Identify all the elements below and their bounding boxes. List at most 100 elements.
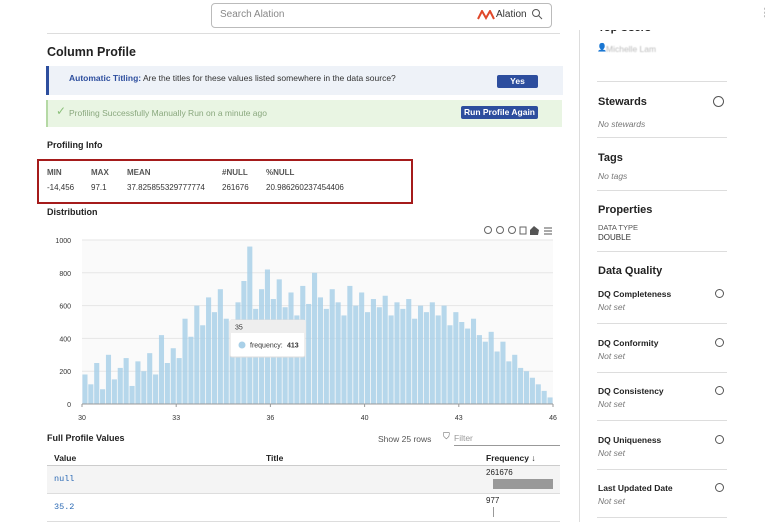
bar [211,312,218,404]
property-label: DATA TYPE [598,223,639,232]
table-header [47,450,560,466]
chart-toolbar[interactable] [483,225,555,236]
show-rows[interactable]: Show 25 rows [378,434,432,444]
bar [400,308,406,404]
menu-dots[interactable]: ⋮ [760,6,765,19]
bar [217,289,223,404]
sidebar-rule [597,251,727,252]
titling-text: Automatic Titling: Are the titles for th… [69,73,396,83]
bar [370,299,376,404]
bar [382,295,388,404]
bar [482,341,488,404]
empty-text: No stewards [598,119,646,129]
user-name[interactable]: Michelle Lam [606,44,657,54]
page-title: Column Profile [47,45,136,59]
bar [153,374,159,404]
bar [329,289,335,404]
dq-status: Not set [598,302,625,312]
search-placeholder[interactable]: Search Alation [220,9,285,20]
search-box[interactable] [211,3,552,28]
bar [417,305,424,404]
bar [394,302,400,404]
plot-background [82,240,553,404]
y-tick-label: 400 [59,336,71,343]
sidebar-rule [597,420,727,421]
section-title: Profiling Info [47,140,103,150]
bar [547,397,553,404]
dq-status: Not set [598,399,625,409]
run-profile-button[interactable]: Run Profile Again [461,106,538,119]
bar [347,285,353,404]
bar [453,312,459,404]
bar [406,299,412,404]
info-label: MAX [91,168,109,177]
clock-icon [715,289,724,298]
x-tick-label: 36 [267,415,275,422]
filter-input[interactable]: Filter [454,433,560,446]
sidebar-rule [597,81,727,82]
clock-icon [713,96,724,107]
table-row [47,494,560,522]
property-value: DOUBLE [598,233,631,242]
bar [206,297,212,404]
clock-icon [715,386,724,395]
sidebar-rule [597,371,727,373]
info-label: %NULL [266,168,295,177]
bar [500,341,506,404]
bar [529,377,535,404]
y-tick-label: 1000 [55,238,71,245]
sidebar-title: Tags [598,152,623,164]
bar [176,358,182,404]
bar [441,305,447,404]
bar [105,354,112,404]
column-header: Value [54,453,77,463]
value-cell[interactable]: null [54,474,75,484]
tooltip: 35 frequency: 413 [229,319,306,358]
sidebar-rule [597,517,727,518]
bar [82,374,88,404]
bar [435,315,441,404]
tooltip-dot [238,341,246,349]
yes-button[interactable]: Yes [497,75,538,88]
x-tick-label: 43 [455,415,463,422]
bar [123,358,129,404]
value-cell[interactable]: 35.2 [54,502,75,512]
dq-name: DQ Completeness [598,289,672,299]
bar [129,385,135,404]
info-label: MEAN [127,168,151,177]
bar [429,302,435,404]
y-tick-label: 600 [59,304,71,311]
bar [423,312,429,404]
bar [506,361,512,404]
success-text: Profiling Successfully Manually Run on a… [69,108,267,118]
bar [317,297,323,404]
bar [365,312,371,404]
frequency-text: 261676 [486,468,513,477]
bar [541,390,547,404]
bar [523,371,530,404]
titling-question: Are the titles for these values listed s… [143,73,396,83]
bar [194,305,200,404]
clock-icon [715,434,724,444]
column-header: Frequency ↓ [486,453,536,463]
search-icon[interactable] [531,8,543,20]
clock-icon [715,337,724,347]
bar [335,302,341,404]
bar [518,367,524,404]
frequency-text: 977 [486,496,500,505]
dq-status: Not set [598,496,625,506]
info-value: 97.1 [91,183,107,192]
bar [182,318,188,404]
bar [229,336,235,404]
dq-status: Not set [598,447,625,458]
info-value: 20.986260237454406 [266,183,344,192]
bar [135,361,141,404]
bar [141,371,147,404]
bar [388,315,394,404]
highlight-box [37,159,413,204]
x-tick-label: 33 [172,415,180,422]
column-header: Title [266,453,284,463]
bar [470,318,477,404]
info-value: -14,456 [47,183,75,192]
bar [488,331,494,404]
